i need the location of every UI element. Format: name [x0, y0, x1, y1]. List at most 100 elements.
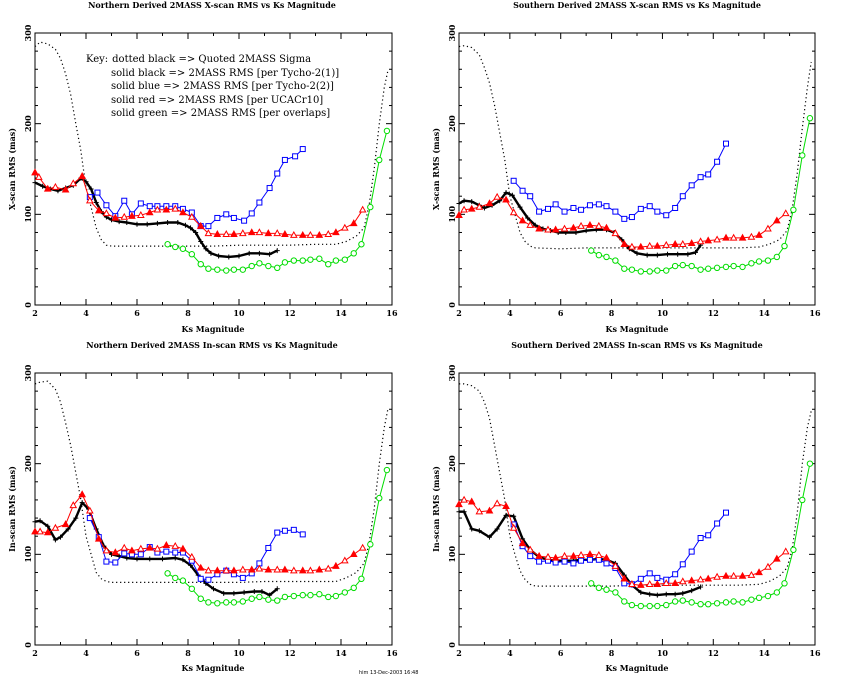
- data-point-square: [536, 558, 543, 565]
- data-point-triangle: [31, 527, 39, 535]
- data-point-circle: [239, 266, 247, 273]
- data-point-square: [103, 558, 110, 565]
- data-point-square: [545, 205, 551, 212]
- x-tick-label: 10: [233, 308, 245, 318]
- data-point-circle: [307, 591, 314, 599]
- data-point-circle: [265, 596, 272, 603]
- data-point-triangle: [171, 204, 180, 212]
- data-point-triangle: [671, 579, 679, 587]
- data-point-circle: [688, 262, 695, 270]
- data-point-triangle: [281, 565, 289, 573]
- data-point-square: [679, 561, 686, 568]
- data-point-triangle: [196, 221, 205, 229]
- data-point-square: [112, 559, 119, 566]
- data-point-plus: [487, 534, 493, 540]
- data-point-plus: [221, 590, 227, 596]
- data-point-triangle: [332, 561, 340, 569]
- data-point-plus: [134, 221, 140, 227]
- data-point-square: [281, 527, 288, 534]
- data-point-triangle: [577, 551, 585, 558]
- data-point-circle: [595, 584, 603, 592]
- data-point-plus: [663, 591, 669, 597]
- x-tick-label: 12: [284, 308, 295, 318]
- x-axis-label: Ks Magnitude: [606, 324, 669, 334]
- data-point-triangle: [738, 571, 747, 579]
- data-point-square: [595, 201, 602, 208]
- data-point-plus: [198, 239, 204, 245]
- x-tick-label: 4: [507, 308, 513, 318]
- data-point-square: [663, 212, 670, 219]
- data-point-triangle: [781, 209, 790, 217]
- data-point-plus: [634, 250, 640, 256]
- data-point-square: [679, 193, 686, 200]
- chart-title: Northern Derived 2MASS In-scan RMS vs Ks…: [86, 340, 337, 350]
- data-point-square: [637, 205, 644, 212]
- data-point-square: [137, 200, 144, 207]
- data-point-circle: [646, 602, 653, 610]
- data-point-circle: [679, 597, 686, 604]
- data-point-square: [121, 550, 128, 557]
- y-tick-label: 100: [447, 546, 457, 563]
- y-tick-label: 100: [23, 206, 33, 223]
- data-point-square: [646, 203, 653, 210]
- data-point-square: [146, 203, 153, 210]
- data-point-square: [239, 574, 246, 581]
- data-point-triangle: [85, 506, 94, 514]
- legend-entry-solid-red: solid red => 2MASS RMS [per UCACr10]: [111, 95, 323, 106]
- data-point-plus: [256, 250, 262, 256]
- data-point-circle: [705, 601, 712, 608]
- data-point-plus: [154, 220, 160, 226]
- data-point-square: [603, 203, 610, 210]
- data-point-triangle: [230, 230, 238, 237]
- data-point-square: [527, 553, 534, 560]
- series-line-2mass-rms-per-ucacr10: [35, 494, 363, 572]
- data-point-circle: [230, 266, 238, 273]
- data-point-circle: [748, 260, 755, 267]
- data-point-square: [586, 202, 593, 209]
- data-point-triangle: [704, 236, 713, 244]
- y-tick-label: 0: [447, 642, 457, 648]
- data-point-triangle: [535, 551, 543, 559]
- data-point-triangle: [349, 550, 358, 558]
- data-point-triangle: [620, 240, 629, 247]
- data-point-triangle: [222, 230, 231, 237]
- data-point-plus: [644, 252, 650, 258]
- x-axis-label: Ks Magnitude: [182, 324, 245, 334]
- data-point-triangle: [687, 239, 696, 247]
- data-point-plus: [182, 222, 188, 228]
- data-point-triangle: [636, 242, 645, 250]
- data-point-plus: [226, 254, 232, 260]
- data-point-circle: [663, 267, 670, 274]
- data-point-square: [654, 208, 661, 215]
- x-tick-label: 14: [759, 308, 771, 318]
- data-point-circle: [671, 262, 679, 270]
- data-point-circle: [248, 595, 255, 602]
- data-point-circle: [248, 262, 255, 270]
- data-point-plus: [698, 584, 704, 590]
- data-point-square: [266, 185, 273, 192]
- data-point-circle: [367, 541, 374, 548]
- data-point-plus: [665, 251, 671, 257]
- data-point-circle: [603, 586, 610, 593]
- data-point-triangle: [298, 230, 307, 238]
- data-point-plus: [672, 591, 678, 597]
- data-point-circle: [621, 265, 628, 272]
- data-point-plus: [246, 250, 252, 256]
- panel-north-inscan: Northern Derived 2MASS In-scan RMS vs Ks…: [7, 340, 398, 673]
- legend: Key: dotted black => Quoted 2MASS Sigma s…: [86, 54, 339, 119]
- data-point-circle: [332, 257, 340, 264]
- data-point-plus: [469, 526, 475, 532]
- data-point-triangle: [713, 235, 721, 243]
- data-point-circle: [739, 599, 746, 606]
- data-point-triangle: [273, 565, 282, 573]
- data-point-triangle: [569, 223, 578, 231]
- y-tick-label: 0: [23, 302, 33, 308]
- data-point-plus: [654, 252, 660, 258]
- chart-title: Southern Derived 2MASS In-scan RMS vs Ks…: [511, 340, 763, 350]
- data-point-triangle: [460, 205, 468, 213]
- data-point-circle: [790, 206, 797, 214]
- data-point-plus: [37, 518, 43, 524]
- data-point-square: [672, 571, 679, 578]
- data-point-triangle: [475, 202, 484, 210]
- data-point-triangle: [145, 543, 154, 551]
